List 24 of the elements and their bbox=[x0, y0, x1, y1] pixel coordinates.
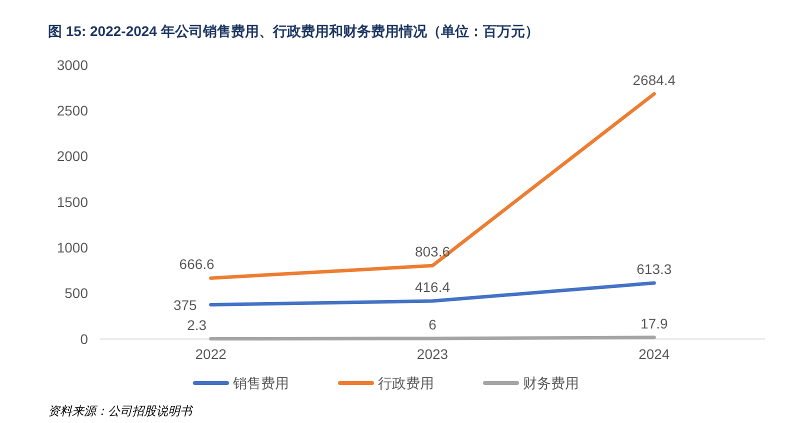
data-label: 375 bbox=[173, 296, 198, 313]
y-tick-label: 1500 bbox=[56, 194, 88, 210]
x-tick-label: 2023 bbox=[416, 346, 448, 362]
y-tick-label: 2500 bbox=[56, 102, 88, 119]
y-tick-label: 3000 bbox=[56, 56, 88, 73]
data-label: 666.6 bbox=[179, 256, 215, 272]
x-tick-label: 2024 bbox=[638, 346, 670, 362]
data-label: 2684.4 bbox=[632, 72, 676, 88]
data-label: 803.6 bbox=[414, 244, 450, 260]
x-tick-label: 2022 bbox=[195, 346, 227, 362]
data-label: 613.3 bbox=[636, 260, 672, 277]
data-label: 2.3 bbox=[187, 316, 207, 333]
data-label: 17.9 bbox=[640, 315, 668, 332]
y-tick-label: 500 bbox=[64, 285, 88, 302]
y-tick-label: 2000 bbox=[56, 148, 88, 164]
text: 资料来源：公司招股说明书 bbox=[48, 404, 194, 418]
data-label: 416.4 bbox=[414, 278, 450, 295]
legend-label: 财务费用 bbox=[523, 374, 579, 391]
chart-title: 图 15: 2022-2024 年公司销售费用、行政费用和财务费用情况（单位：百万元） bbox=[48, 23, 539, 39]
y-tick-label: 0 bbox=[80, 330, 88, 347]
legend-label: 销售费用 bbox=[232, 374, 289, 391]
legend-label: 行政费用 bbox=[378, 374, 434, 391]
data-label: 6 bbox=[428, 316, 437, 332]
y-tick-label: 1000 bbox=[56, 240, 88, 256]
